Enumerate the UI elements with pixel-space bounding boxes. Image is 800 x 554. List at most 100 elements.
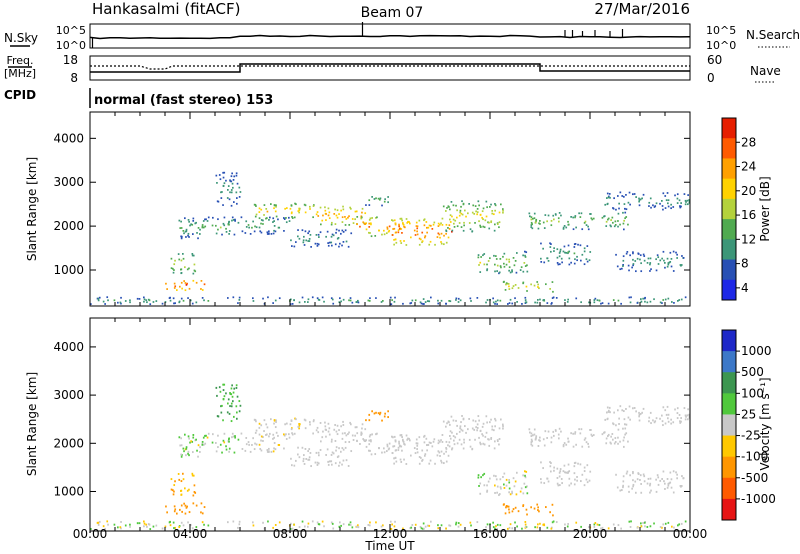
power-cell-981 xyxy=(607,302,610,305)
power-cell-21 xyxy=(191,253,194,255)
velocity-cell-1025 xyxy=(422,522,425,525)
power-cell-786 xyxy=(559,248,562,251)
power-cell-961 xyxy=(669,251,672,254)
velocity-cell-344 xyxy=(316,461,319,464)
velocity-cell-67 xyxy=(178,436,181,439)
power-cell-62 xyxy=(228,230,231,232)
power-cell-898 xyxy=(633,193,636,195)
velocity-cell-586 xyxy=(460,443,463,446)
velocity-cell-925 xyxy=(667,482,670,485)
velocity-cell-787 xyxy=(581,473,584,476)
power-cell-151 xyxy=(223,182,226,185)
power-cell-421 xyxy=(426,226,428,229)
velocity-cell-1126 xyxy=(178,526,181,528)
velocity-cell-974 xyxy=(642,473,645,476)
velocity-cell-1183 xyxy=(129,523,131,526)
power-cell-503 xyxy=(494,203,496,205)
velocity-cell-21 xyxy=(191,472,194,475)
velocity-cell-755 xyxy=(532,434,534,437)
velocity-cell-1167 xyxy=(667,521,670,524)
power-cell-913 xyxy=(668,261,671,264)
velocity-cell-336 xyxy=(291,464,293,467)
velocity-cell-822 xyxy=(556,467,559,470)
velocity-cell-227 xyxy=(275,421,277,424)
power-cell-735 xyxy=(535,220,537,223)
power-cell-587 xyxy=(500,203,502,206)
velocity-cell-1169 xyxy=(252,524,255,527)
velocity-cell-89 xyxy=(185,454,187,457)
power-cell-138 xyxy=(235,172,238,175)
velocity-colorbar-tick-label-4: -25 xyxy=(741,429,761,443)
velocity-cell-32 xyxy=(170,488,173,491)
velocity-cell-1013 xyxy=(164,525,167,528)
power-cell-960 xyxy=(666,257,669,260)
power-cell-366 xyxy=(360,217,363,220)
power-cell-829 xyxy=(558,255,561,258)
velocity-cell-870 xyxy=(608,406,611,409)
velocity-cell-768 xyxy=(528,428,531,431)
freq-left-label-2: [MHz] xyxy=(4,67,36,80)
power-cell-809 xyxy=(589,251,592,253)
velocity-cell-330 xyxy=(316,464,319,466)
velocity-cell-47 xyxy=(197,455,199,458)
velocity-cell-646 xyxy=(511,490,513,493)
power-cell-110 xyxy=(215,224,217,227)
velocity-cell-1190 xyxy=(600,527,602,530)
velocity-cell-309 xyxy=(317,451,320,454)
power-cell-1058 xyxy=(289,303,292,305)
power-cell-928 xyxy=(646,262,649,264)
power-cell-1145 xyxy=(98,296,101,299)
velocity-cell-988 xyxy=(96,521,99,524)
velocity-cell-1014 xyxy=(662,523,665,526)
velocity-cell-1103 xyxy=(172,521,175,524)
velocity-cell-96 xyxy=(231,436,233,439)
velocity-cell-602 xyxy=(377,412,380,415)
velocity-cell-1153 xyxy=(393,525,396,528)
velocity-cell-421 xyxy=(426,444,428,447)
power-cell-931 xyxy=(664,262,666,264)
power-cell-103 xyxy=(192,233,194,235)
power-colorbar-frame xyxy=(721,117,737,301)
power-cell-1035 xyxy=(496,299,499,302)
power-cell-255 xyxy=(351,218,354,220)
power-cell-752 xyxy=(534,221,537,224)
velocity-cell-139 xyxy=(230,420,233,423)
power-cell-80 xyxy=(231,216,234,219)
velocity-cell-861 xyxy=(653,421,656,424)
velocity-cell-1043 xyxy=(485,526,487,529)
velocity-cell-83 xyxy=(180,453,182,456)
power-cell-588 xyxy=(474,205,477,207)
velocity-cell-405 xyxy=(375,433,377,436)
velocity-cell-546 xyxy=(456,424,458,427)
velocity-cell-364 xyxy=(383,447,385,450)
power-cell-311 xyxy=(314,242,317,245)
velocity-cell-543 xyxy=(441,434,444,436)
velocity-cell-158 xyxy=(215,386,218,389)
y-tick-label-1000: 1000 xyxy=(53,484,84,498)
velocity-cell-119 xyxy=(236,395,239,398)
velocity-cell-1122 xyxy=(267,520,269,523)
power-cell-803 xyxy=(577,243,579,246)
power-cell-551 xyxy=(471,230,473,233)
power-cell-768 xyxy=(528,212,531,215)
power-cell-312 xyxy=(335,228,338,231)
power-cell-442 xyxy=(438,233,441,236)
velocity-cell-605 xyxy=(505,484,508,487)
power-cell-1071 xyxy=(440,299,443,302)
power-cell-795 xyxy=(540,242,542,245)
power-cell-822 xyxy=(556,248,559,251)
power-cell-346 xyxy=(334,243,337,246)
power-cell-945 xyxy=(669,261,672,263)
power-cell-476 xyxy=(431,228,434,230)
power-cell-877 xyxy=(607,196,610,199)
velocity-cell-827 xyxy=(574,461,577,464)
power-cell-6 xyxy=(181,287,183,290)
velocity-cell-274 xyxy=(338,429,340,432)
power-cell-754 xyxy=(574,215,577,217)
power-cell-925 xyxy=(667,262,670,264)
power-cell-923 xyxy=(672,250,675,253)
power-cell-678 xyxy=(526,290,528,292)
power-cell-68 xyxy=(185,230,188,233)
power-cell-187 xyxy=(269,216,271,219)
velocity-cell-1075 xyxy=(424,525,427,528)
